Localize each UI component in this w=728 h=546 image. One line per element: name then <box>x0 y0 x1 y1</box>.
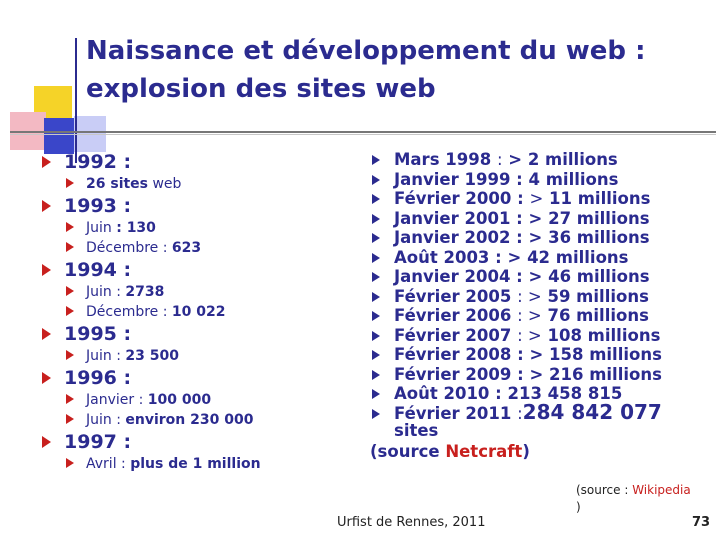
list-item: Mars 1998 : > 2 millions <box>370 150 720 170</box>
bullet-icon <box>372 291 380 302</box>
bullet-icon <box>66 306 74 316</box>
list-item: Février 2009 : > 216 millions <box>370 365 720 385</box>
list-item: Janvier : 100 000 <box>38 390 261 410</box>
left-column: 1992 : 26 sites web 1993 : Juin : 130 Dé… <box>38 150 261 474</box>
list-item: Décembre : 623 <box>38 238 261 258</box>
bullet-icon <box>372 311 380 321</box>
bullet-icon <box>66 394 74 404</box>
bullet-icon <box>372 194 380 204</box>
list-item: Juin : 130 <box>38 218 261 238</box>
list-item-last: Février 2011 :284 842 077 sites <box>370 402 720 439</box>
slide-title: Naissance et développement du web : expl… <box>86 32 646 108</box>
bullet-icon <box>66 458 74 468</box>
list-item: Août 2010 : 213 458 815 <box>370 384 720 404</box>
bullet-icon <box>42 200 51 212</box>
bullet-icon <box>66 414 74 424</box>
bullet-icon <box>66 222 74 232</box>
bullet-icon <box>42 156 51 168</box>
bullet-icon <box>372 272 380 282</box>
bullet-icon <box>42 328 51 340</box>
bullet-icon <box>66 242 74 252</box>
bullet-icon <box>372 233 380 243</box>
list-item: Février 2008 : > 158 millions <box>370 345 720 365</box>
title-divider-shadow <box>10 134 716 135</box>
year-1993: 1993 : <box>38 194 261 218</box>
list-item: Août 2003 : > 42 millions <box>370 248 720 268</box>
title-divider <box>10 131 716 133</box>
wiki-source-note: (source : Wikipedia ) <box>576 483 691 514</box>
list-item: Avril : plus de 1 million <box>38 454 261 474</box>
decor-vertical-line <box>75 38 77 163</box>
source-note: (source Netcraft) <box>370 441 530 461</box>
list-item: Février 2006 : > 76 millions <box>370 306 720 326</box>
list-item: Janvier 1999 : 4 millions <box>370 170 720 190</box>
list-item: Janvier 2002 : > 36 millions <box>370 228 720 248</box>
footer-text: Urfist de Rennes, 2011 <box>337 515 486 530</box>
year-1992: 1992 : <box>38 150 261 174</box>
bullet-icon <box>372 213 380 224</box>
bullet-icon <box>372 369 380 380</box>
right-column: Mars 1998 : > 2 millions Janvier 1999 : … <box>370 150 720 463</box>
list-item: 26 sites web <box>38 174 261 194</box>
bullet-icon <box>372 350 380 360</box>
bullet-icon <box>42 372 51 384</box>
bullet-icon <box>372 389 380 399</box>
slide-title-line1: Naissance et développement du web : <box>86 36 646 66</box>
page-number: 73 <box>692 515 711 530</box>
bullet-icon <box>372 408 380 419</box>
year-1994: 1994 : <box>38 258 261 282</box>
list-item: Février 2000 : > 11 millions <box>370 189 720 209</box>
year-1997: 1997 : <box>38 430 261 454</box>
wikipedia-link[interactable]: Wikipedia <box>632 483 691 497</box>
year-1996: 1996 : <box>38 366 261 390</box>
bullet-icon <box>372 330 380 341</box>
slide-title-line2: explosion des sites web <box>86 74 436 104</box>
bullet-icon <box>372 155 380 165</box>
list-item: Juin : environ 230 000 <box>38 410 261 430</box>
bullet-icon <box>66 350 74 360</box>
bullet-icon <box>372 252 380 263</box>
decor-blue-square <box>44 118 74 154</box>
bullet-icon <box>42 264 51 276</box>
list-item: Juin : 2738 <box>38 282 261 302</box>
bullet-icon <box>42 436 51 448</box>
list-item: Février 2005 : > 59 millions <box>370 287 720 307</box>
list-item: Janvier 2004 : > 46 millions <box>370 267 720 287</box>
list-item: Janvier 2001 : > 27 millions <box>370 209 720 229</box>
year-1995: 1995 : <box>38 322 261 346</box>
list-item: Décembre : 10 022 <box>38 302 261 322</box>
source-link[interactable]: Netcraft <box>445 441 523 461</box>
list-item: Juin : 23 500 <box>38 346 261 366</box>
bullet-icon <box>372 174 380 185</box>
bullet-icon <box>66 178 74 188</box>
list-item: Février 2007 : > 108 millions <box>370 326 720 346</box>
bullet-icon <box>66 286 74 296</box>
